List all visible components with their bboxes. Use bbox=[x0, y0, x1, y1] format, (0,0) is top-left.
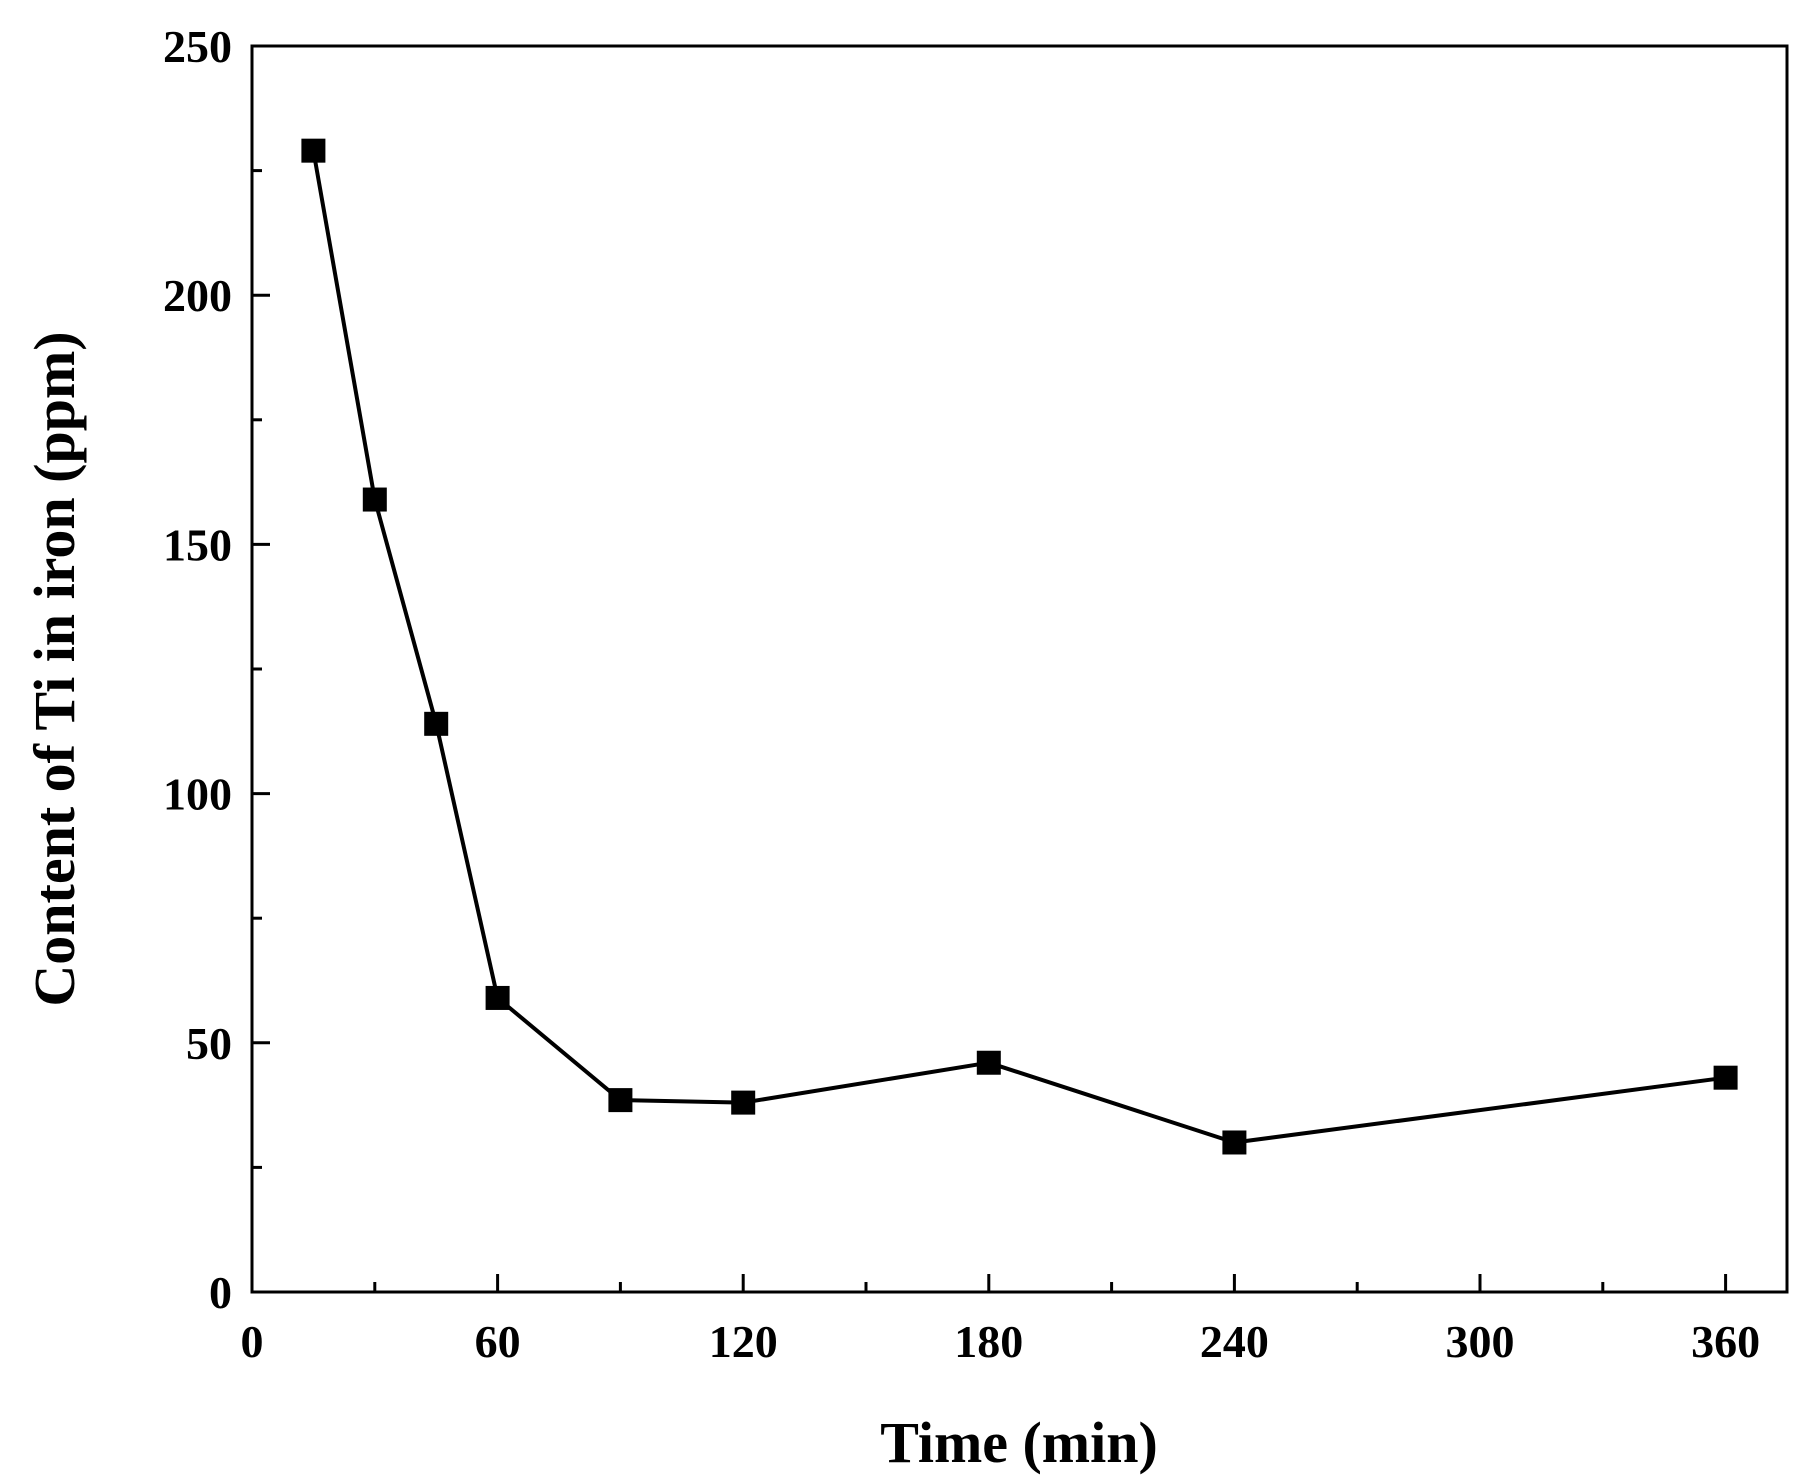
y-tick-label: 250 bbox=[163, 21, 232, 72]
data-point-marker bbox=[731, 1090, 756, 1115]
data-point-marker bbox=[424, 711, 449, 736]
x-tick-label: 360 bbox=[1691, 1316, 1760, 1367]
data-point-marker bbox=[1713, 1065, 1738, 1090]
x-tick-label: 60 bbox=[475, 1316, 521, 1367]
y-tick-label: 200 bbox=[163, 270, 232, 321]
y-tick-label: 0 bbox=[209, 1267, 232, 1318]
y-tick-label: 100 bbox=[163, 769, 232, 820]
x-tick-label: 240 bbox=[1200, 1316, 1269, 1367]
x-tick-label: 300 bbox=[1446, 1316, 1515, 1367]
x-tick-label: 180 bbox=[954, 1316, 1023, 1367]
data-point-marker bbox=[1222, 1130, 1247, 1155]
y-tick-label: 150 bbox=[163, 519, 232, 570]
data-point-marker bbox=[362, 487, 387, 512]
y-tick-label: 50 bbox=[186, 1018, 232, 1069]
plot-frame bbox=[250, 44, 1789, 1294]
series-line bbox=[311, 150, 1726, 1145]
y-axis-ticks: 0 50 100 150 200 250 bbox=[163, 21, 270, 1318]
x-axis-ticks: 0 60 120 180 240 300 360 bbox=[241, 1274, 1760, 1367]
series-layer bbox=[301, 138, 1738, 1155]
x-tick-label: 120 bbox=[709, 1316, 778, 1367]
data-point-marker bbox=[301, 138, 326, 163]
x-axis-title: Time (min) bbox=[880, 1410, 1158, 1475]
data-point-marker bbox=[976, 1050, 1001, 1075]
x-tick-label: 0 bbox=[241, 1316, 264, 1367]
data-point-marker bbox=[485, 985, 510, 1010]
y-axis-title: Content of Ti in iron (ppm) bbox=[22, 331, 87, 1006]
data-point-marker bbox=[608, 1088, 633, 1113]
